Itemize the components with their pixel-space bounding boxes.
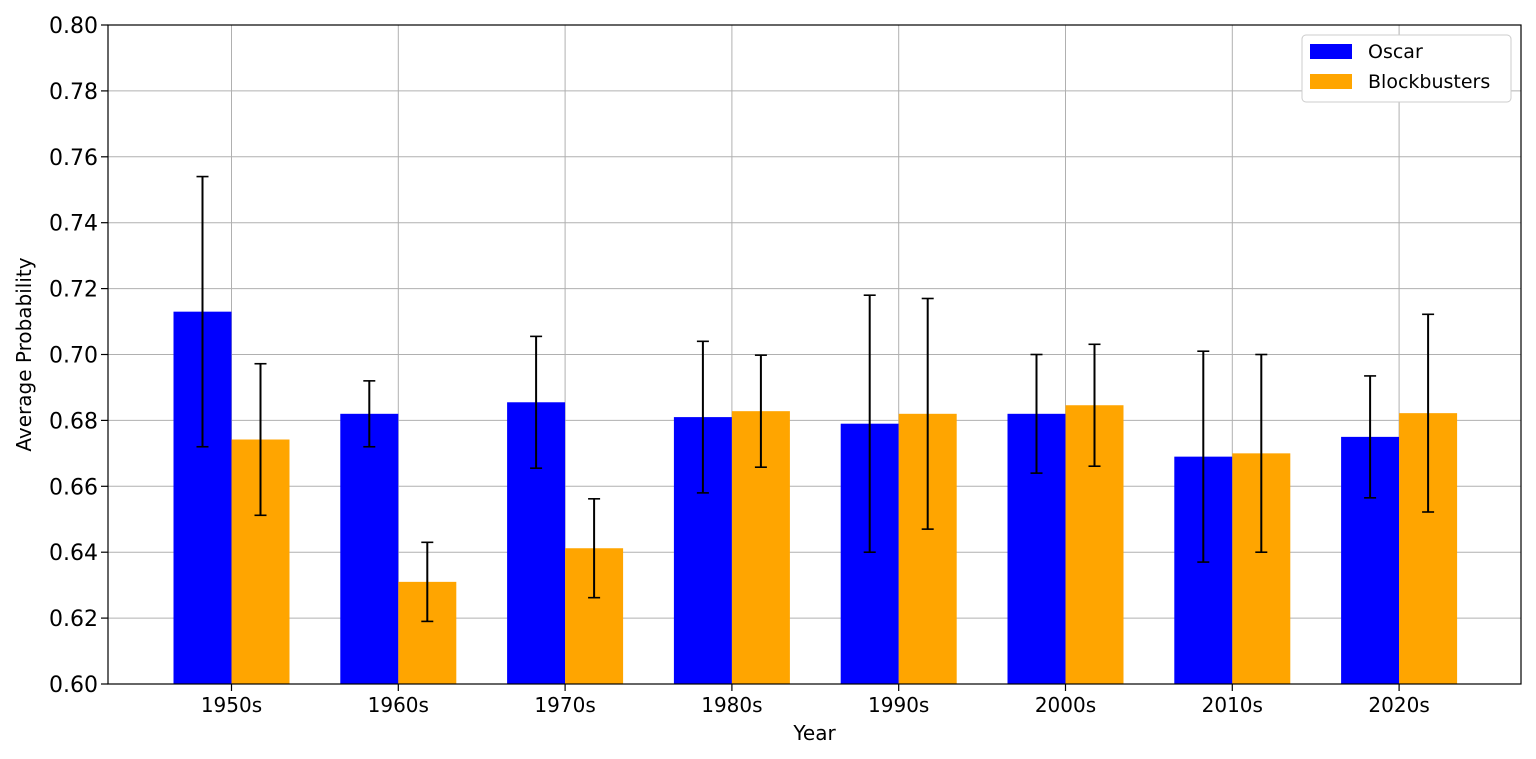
error-bar: [1088, 343, 1101, 468]
error-bar: [921, 297, 934, 530]
x-tick-label: 1990s: [868, 693, 929, 717]
y-tick-label: 0.70: [49, 344, 98, 369]
x-tick-label: 1950s: [201, 693, 262, 717]
y-tick-label: 0.68: [49, 409, 98, 434]
legend-label-oscar: Oscar: [1368, 41, 1423, 63]
error-bar: [1255, 353, 1268, 554]
error-bar: [1197, 350, 1210, 563]
y-tick-label: 0.76: [49, 146, 98, 171]
x-axis-ticks: 1950s 1960s 1970s 1980s 1990s 2000s 2010s 2020s: [201, 684, 1430, 717]
y-tick-label: 0.72: [49, 278, 98, 303]
x-axis-title: Year: [792, 721, 836, 745]
error-bar: [863, 294, 876, 554]
bar-oscar-1960s: [340, 413, 399, 684]
x-tick-label: 1960s: [368, 693, 429, 717]
y-axis-ticks: 0.60 0.62 0.64 0.66 0.68 0.70 0.72 0.74 0.76 0.78…: [49, 14, 108, 698]
y-tick-label: 0.62: [49, 607, 98, 632]
legend-box: [1301, 34, 1512, 103]
grid-lines: [108, 24, 1521, 685]
y-tick-label: 0.78: [49, 80, 98, 105]
legend-swatch-blockbusters: [1310, 74, 1352, 89]
error-bar: [754, 354, 767, 468]
x-tick-label: 1970s: [534, 693, 595, 717]
y-tick-label: 0.60: [49, 673, 98, 698]
x-tick-label: 2010s: [1202, 693, 1263, 717]
bars: [173, 311, 1458, 684]
error-bar: [1030, 353, 1043, 474]
y-tick-label: 0.80: [49, 14, 98, 39]
legend-label-blockbusters: Blockbusters: [1368, 71, 1490, 93]
error-bars: [196, 175, 1435, 623]
error-bar: [588, 498, 601, 599]
error-bar: [254, 362, 267, 517]
error-bar: [1422, 313, 1435, 513]
y-axis-title: Average Probability: [12, 257, 36, 451]
x-tick-label: 2020s: [1368, 693, 1429, 717]
x-tick-label: 1980s: [701, 693, 762, 717]
legend: Oscar Blockbusters: [1301, 34, 1512, 103]
error-bar: [363, 380, 376, 448]
y-tick-label: 0.74: [49, 212, 98, 237]
error-bar: [530, 335, 543, 469]
legend-swatch-oscar: [1310, 44, 1352, 59]
error-bar: [421, 541, 434, 623]
x-tick-label: 2000s: [1035, 693, 1096, 717]
error-bar: [696, 340, 709, 494]
error-bar: [1364, 375, 1377, 499]
error-bar: [196, 175, 209, 448]
y-tick-label: 0.66: [49, 475, 98, 500]
y-tick-label: 0.64: [49, 541, 98, 566]
